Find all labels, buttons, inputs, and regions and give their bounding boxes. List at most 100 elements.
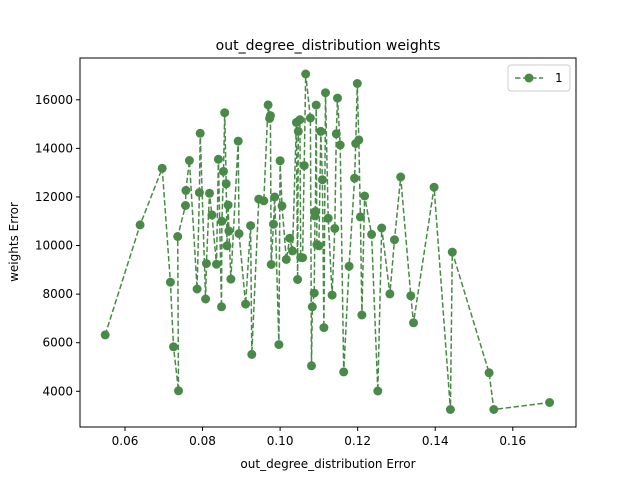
data-point	[100, 330, 110, 340]
chart-title: out_degree_distribution weights	[216, 38, 441, 54]
data-point	[195, 128, 205, 138]
data-point	[246, 221, 256, 231]
data-point	[234, 229, 244, 239]
data-point	[309, 288, 319, 298]
x-tick-label: 0.10	[267, 434, 294, 448]
data-point	[205, 188, 214, 198]
data-point	[445, 405, 455, 414]
data-point	[484, 368, 494, 378]
data-point	[201, 259, 211, 268]
data-point	[406, 291, 416, 301]
x-axis-label: out_degree_distribution Error	[240, 457, 415, 471]
data-point	[169, 342, 178, 352]
y-tick-label: 8000	[42, 287, 73, 301]
data-point	[219, 166, 228, 176]
x-tick-label: 0.08	[189, 434, 216, 448]
data-point	[194, 188, 204, 198]
data-point	[335, 140, 345, 150]
data-point	[390, 235, 399, 245]
y-tick-label: 10000	[35, 239, 73, 253]
data-point	[247, 349, 257, 359]
data-point	[352, 79, 362, 88]
data-point	[241, 299, 251, 309]
data-point	[275, 156, 285, 166]
data-point	[274, 340, 284, 350]
data-point	[331, 129, 341, 139]
data-point	[226, 274, 236, 284]
data-point	[385, 289, 395, 299]
data-point	[181, 201, 190, 210]
data-point	[319, 323, 329, 333]
data-point	[305, 113, 315, 123]
data-point	[224, 226, 234, 236]
data-point	[293, 275, 303, 284]
data-point	[354, 135, 364, 145]
data-point	[269, 219, 278, 229]
data-point	[299, 161, 309, 171]
y-tick-label: 14000	[35, 141, 73, 155]
data-point	[307, 302, 317, 312]
data-point	[377, 223, 387, 233]
x-tick-label: 0.14	[422, 434, 449, 448]
data-point	[429, 182, 439, 192]
data-point	[135, 220, 145, 230]
data-point	[327, 290, 337, 300]
data-point	[314, 241, 324, 251]
data-point	[373, 386, 383, 396]
data-point	[447, 247, 457, 257]
data-point	[277, 201, 287, 211]
data-point	[263, 100, 273, 110]
data-point	[301, 69, 311, 79]
data-point	[223, 200, 233, 210]
data-point	[316, 126, 326, 136]
plot-frame	[79, 57, 577, 428]
x-tick-label: 0.12	[344, 434, 371, 448]
data-point	[288, 246, 297, 256]
data-point	[270, 192, 280, 202]
data-point	[293, 126, 303, 136]
data-point	[192, 284, 202, 294]
y-axis: 4000 6000 8000 10000 12000 14000 16000	[35, 93, 80, 398]
data-point	[409, 318, 418, 328]
data-point	[350, 173, 360, 183]
data-point	[165, 277, 175, 287]
data-point	[396, 172, 406, 182]
data-point	[207, 210, 217, 220]
legend: 1	[507, 64, 571, 92]
data-point	[310, 207, 320, 216]
x-axis: 0.06 0.08 0.10 0.12 0.14 0.16	[112, 427, 526, 448]
data-point	[222, 241, 232, 251]
data-point	[233, 136, 243, 146]
data-point	[285, 233, 295, 243]
y-tick-label: 12000	[35, 190, 73, 204]
legend-marker-swatch	[524, 73, 534, 83]
data-point	[339, 367, 349, 377]
x-tick-label: 0.16	[499, 434, 526, 448]
data-point	[489, 405, 499, 414]
data-point	[367, 229, 377, 239]
data-point	[217, 216, 227, 226]
data-point	[307, 361, 316, 371]
data-point	[212, 259, 221, 269]
data-point	[360, 191, 370, 201]
data-point	[217, 302, 226, 312]
data-point	[265, 111, 275, 121]
data-point	[545, 398, 555, 407]
data-point	[174, 386, 183, 396]
data-point	[221, 179, 231, 189]
data-point	[259, 196, 269, 206]
data-point	[355, 212, 365, 222]
plot-layer	[100, 69, 555, 414]
data-point	[298, 253, 308, 263]
data-point	[295, 115, 305, 125]
data-point	[181, 185, 191, 195]
data-point	[333, 93, 342, 103]
data-point	[330, 224, 340, 233]
x-tick-label: 0.06	[112, 434, 139, 448]
data-point	[157, 163, 167, 173]
data-point	[201, 294, 211, 304]
y-tick-label: 16000	[35, 93, 73, 107]
data-point	[266, 260, 276, 269]
data-point	[213, 154, 223, 164]
